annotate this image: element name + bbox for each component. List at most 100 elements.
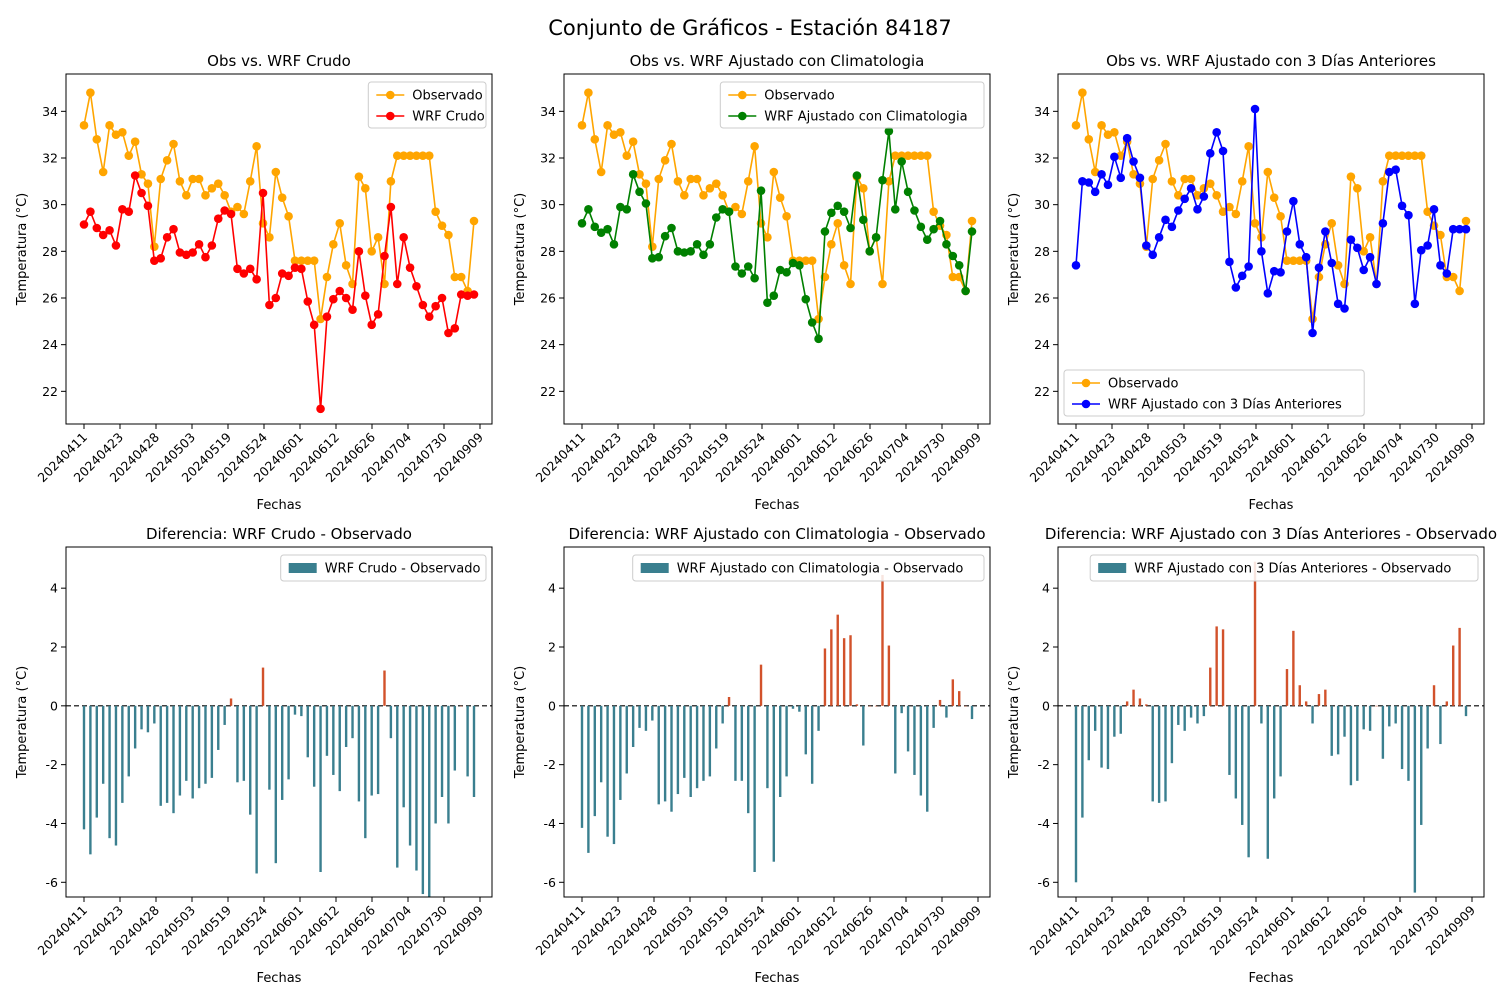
axes-frame: [1057, 546, 1485, 898]
data-point-wrf: [424, 312, 434, 321]
difference-bar: [1189, 705, 1193, 718]
data-point-wrf: [628, 170, 638, 179]
data-point-wrf: [1129, 157, 1138, 166]
data-point-observado: [1308, 314, 1317, 324]
data-point-wrf: [1461, 224, 1471, 234]
legend-label: Observado: [412, 89, 483, 104]
x-axis-label: Fechas: [755, 971, 800, 986]
difference-bar: [1196, 705, 1199, 724]
data-point-observado: [1289, 256, 1298, 265]
data-point-observado: [1410, 151, 1420, 160]
y-tick-label: 30: [1034, 197, 1050, 212]
difference-bar: [344, 705, 348, 747]
data-point-wrf: [1359, 265, 1369, 275]
data-point-wrf: [1423, 241, 1432, 250]
data-point-observado: [641, 179, 651, 188]
difference-bar: [261, 667, 265, 706]
difference-bar: [1336, 705, 1340, 755]
difference-bar: [1311, 705, 1314, 724]
data-point-observado: [827, 240, 836, 249]
difference-bar: [101, 705, 105, 784]
difference-bar: [1285, 669, 1289, 706]
data-point-observado: [373, 233, 383, 242]
data-point-observado: [277, 193, 287, 202]
data-point-observado: [833, 219, 843, 228]
data-point-observado: [1084, 135, 1094, 144]
difference-bar: [472, 705, 476, 797]
data-point-wrf: [309, 320, 319, 330]
data-point-observado: [169, 139, 178, 149]
difference-bar: [932, 705, 935, 728]
data-point-wrf: [1154, 233, 1164, 242]
difference-bar: [249, 705, 252, 815]
data-point-observado: [711, 179, 721, 188]
data-point-wrf: [1365, 252, 1375, 262]
data-point-observado: [105, 121, 114, 130]
axes-frame: [65, 546, 493, 898]
data-point-wrf: [1333, 299, 1343, 309]
data-point-observado: [1078, 88, 1087, 97]
data-point-wrf: [584, 205, 593, 214]
difference-bar: [759, 664, 763, 706]
data-point-observado: [1186, 174, 1196, 184]
difference-bar: [127, 705, 130, 777]
data-point-wrf: [335, 286, 345, 296]
data-point-wrf: [1257, 247, 1266, 256]
legend-label: Observado: [1108, 377, 1179, 392]
difference-bar: [599, 705, 603, 783]
data-point-wrf: [954, 261, 964, 270]
difference-bar: [1138, 698, 1142, 706]
legend-box: [1089, 554, 1479, 582]
y-tick-label: 24: [42, 337, 58, 352]
difference-bar: [663, 705, 667, 802]
y-tick-label: 32: [540, 151, 556, 166]
data-point-wrf: [456, 290, 466, 299]
data-point-wrf: [1231, 283, 1241, 292]
difference-bar: [242, 705, 246, 781]
data-point-wrf: [782, 268, 791, 277]
difference-bar: [389, 705, 393, 739]
difference-bar: [945, 705, 948, 718]
difference-bar: [1081, 705, 1084, 818]
difference-bar: [1298, 685, 1301, 706]
y-tick-label: 32: [1034, 151, 1050, 166]
data-point-wrf: [386, 202, 396, 212]
data-point-wrf: [354, 247, 364, 256]
data-point-observado: [1365, 233, 1375, 242]
data-point-observado: [1231, 209, 1241, 219]
y-tick-label: 34: [540, 104, 556, 119]
difference-bar: [1241, 705, 1244, 825]
data-point-observado: [635, 170, 644, 179]
data-point-wrf: [258, 188, 268, 198]
data-point-wrf: [1436, 261, 1445, 270]
difference-bar: [1266, 705, 1270, 859]
data-point-wrf: [297, 264, 306, 274]
data-point-wrf: [1372, 279, 1381, 289]
data-point-wrf: [322, 312, 332, 321]
difference-bar: [1253, 561, 1257, 706]
difference-bar: [440, 705, 444, 797]
data-point-observado: [596, 167, 606, 177]
data-point-wrf: [1448, 224, 1458, 234]
data-point-observado: [450, 272, 460, 282]
y-tick-label: 4: [50, 581, 58, 596]
data-point-wrf: [348, 305, 357, 314]
data-point-wrf: [961, 286, 970, 296]
data-point-observado: [782, 212, 791, 221]
data-point-observado: [737, 209, 747, 219]
legend-swatch-marker: [738, 111, 747, 121]
difference-bar: [1413, 705, 1417, 893]
difference-bar: [753, 705, 756, 872]
difference-bar: [638, 705, 641, 728]
difference-bar: [236, 705, 239, 783]
data-point-observado: [622, 151, 632, 160]
data-point-wrf: [1212, 128, 1221, 137]
data-point-wrf: [590, 222, 600, 232]
y-tick-label: 34: [42, 104, 58, 119]
data-point-observado: [667, 139, 676, 149]
data-point-wrf: [1148, 250, 1158, 260]
data-point-observado: [322, 272, 332, 282]
data-point-wrf: [341, 293, 351, 303]
y-axis-label: Temperatura (°C): [1007, 666, 1022, 779]
